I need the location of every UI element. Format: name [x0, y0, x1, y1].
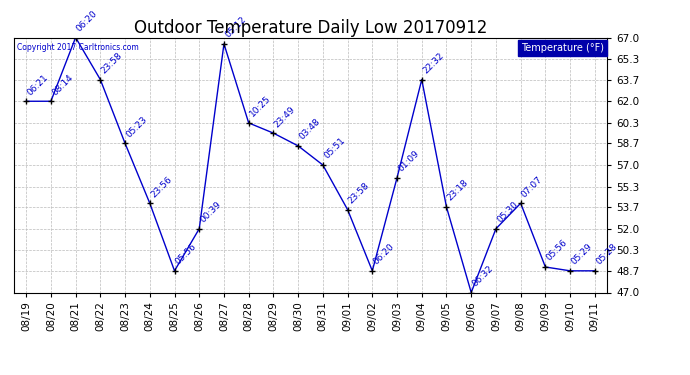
Text: 07:07: 07:07: [520, 174, 544, 199]
Text: 23:18: 23:18: [446, 178, 471, 203]
Text: 06:32: 06:32: [471, 264, 495, 288]
Text: 05:29: 05:29: [569, 242, 594, 267]
Text: 05:28: 05:28: [594, 242, 619, 267]
Text: 23:58: 23:58: [99, 51, 124, 75]
Text: 08:14: 08:14: [50, 72, 75, 97]
Text: 01:09: 01:09: [396, 149, 421, 174]
Text: 22:32: 22:32: [421, 51, 445, 75]
Text: 00:39: 00:39: [199, 200, 223, 225]
Text: 05:51: 05:51: [322, 136, 346, 161]
Text: 05:23: 05:23: [124, 115, 149, 139]
Title: Outdoor Temperature Daily Low 20170912: Outdoor Temperature Daily Low 20170912: [134, 20, 487, 38]
Text: 05:56: 05:56: [544, 238, 569, 263]
Text: 06:20: 06:20: [75, 9, 99, 33]
Text: 23:49: 23:49: [273, 105, 297, 129]
Text: Copyright 2017 Carltronics.com: Copyright 2017 Carltronics.com: [17, 43, 139, 52]
Text: 06:20: 06:20: [371, 242, 396, 267]
Text: 05:56: 05:56: [174, 242, 198, 267]
Text: 06:21: 06:21: [26, 72, 50, 97]
Text: 03:48: 03:48: [297, 117, 322, 142]
Text: 23:58: 23:58: [347, 181, 371, 206]
Text: 05:30: 05:30: [495, 200, 520, 225]
Text: 05:12: 05:12: [223, 15, 248, 40]
Text: 23:56: 23:56: [149, 174, 174, 199]
Text: Temperature (°F): Temperature (°F): [521, 43, 604, 52]
Text: 10:25: 10:25: [248, 94, 273, 119]
